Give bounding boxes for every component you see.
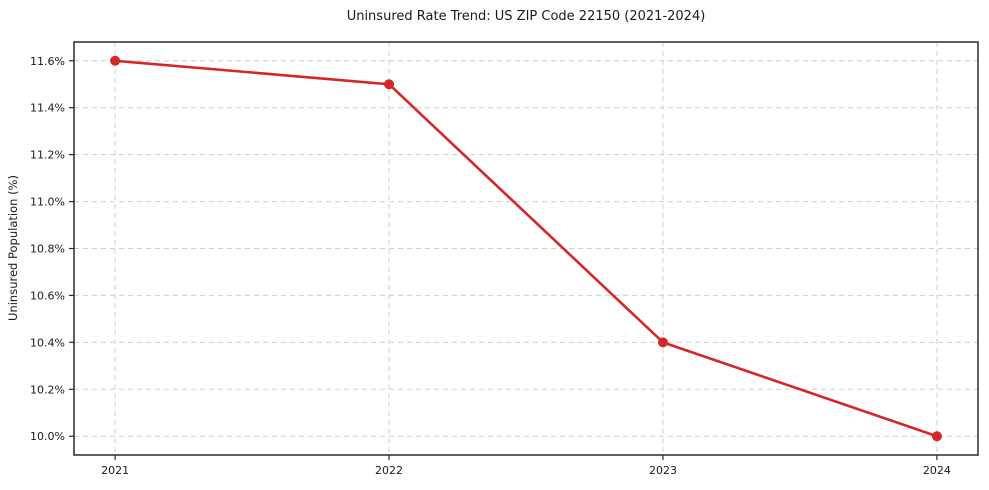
- data-point-marker: [384, 79, 395, 90]
- x-tick-label: 2024: [923, 464, 951, 477]
- data-point-marker: [657, 337, 668, 348]
- x-tick-label: 2021: [101, 464, 129, 477]
- y-tick-label: 10.2%: [30, 383, 65, 396]
- y-tick-label: 11.2%: [30, 149, 65, 162]
- y-tick-label: 10.6%: [30, 289, 65, 302]
- data-point-marker: [110, 55, 121, 66]
- y-tick-label: 10.0%: [30, 430, 65, 443]
- y-tick-label: 11.6%: [30, 55, 65, 68]
- y-tick-label: 11.4%: [30, 102, 65, 115]
- trend-line: [113, 59, 939, 438]
- chart-title: Uninsured Rate Trend: US ZIP Code 22150 …: [346, 9, 706, 24]
- y-tick-label: 11.0%: [30, 196, 65, 209]
- x-tick-label: 2022: [375, 464, 403, 477]
- data-point-marker: [931, 431, 942, 442]
- y-tick-label: 10.8%: [30, 243, 65, 256]
- x-tick-label: 2023: [649, 464, 677, 477]
- y-tick-label: 10.4%: [30, 336, 65, 349]
